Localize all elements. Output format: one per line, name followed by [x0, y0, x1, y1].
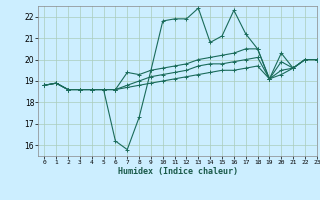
X-axis label: Humidex (Indice chaleur): Humidex (Indice chaleur) [118, 167, 238, 176]
